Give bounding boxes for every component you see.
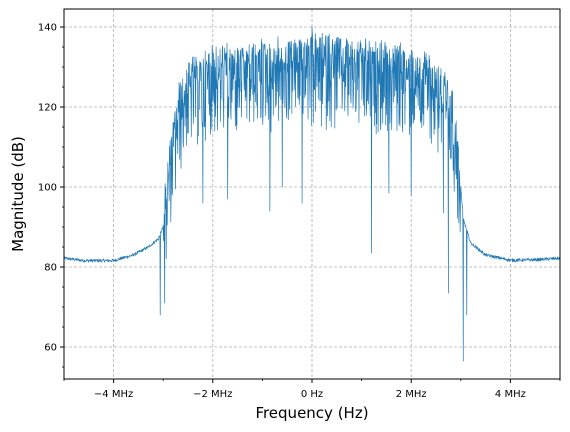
spectrum-line bbox=[63, 26, 561, 362]
y-tick-label: 140 bbox=[38, 23, 57, 34]
y-tick-label: 120 bbox=[38, 103, 57, 114]
x-tick-label: 2 MHz bbox=[396, 389, 427, 400]
y-tick-label: 60 bbox=[44, 343, 57, 354]
y-tick-label: 100 bbox=[38, 183, 57, 194]
x-axis: −4 MHz −2 MHz 0 Hz 2 MHz 4 MHz bbox=[63, 379, 561, 400]
x-tick-label: 0 Hz bbox=[301, 389, 323, 400]
x-axis-label: Frequency (Hz) bbox=[255, 404, 368, 422]
x-tick-label: −2 MHz bbox=[193, 389, 232, 400]
x-tick-label: −4 MHz bbox=[94, 389, 133, 400]
y-axis-label: Magnitude (dB) bbox=[9, 136, 27, 252]
x-tick-label: 4 MHz bbox=[495, 389, 526, 400]
data-series bbox=[63, 26, 561, 362]
y-tick-label: 80 bbox=[44, 263, 57, 274]
y-axis: 60 80 100 120 140 bbox=[38, 23, 64, 368]
